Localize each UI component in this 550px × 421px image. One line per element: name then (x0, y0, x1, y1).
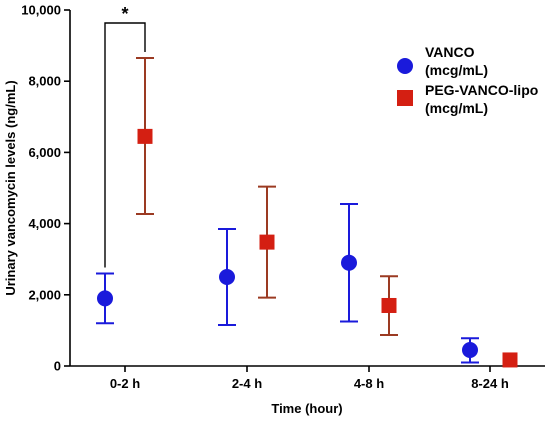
y-axis-title: Urinary vancomycin levels (ng/mL) (3, 80, 18, 295)
y-tick-label: 8,000 (28, 74, 61, 89)
axes (69, 10, 545, 367)
y-ticks: 0 2,000 4,000 6,000 8,000 10,000 (21, 3, 70, 374)
data-point-peg-vanco-lipo (259, 234, 275, 250)
legend-label-line1: PEG-VANCO-lipo (425, 82, 538, 98)
significance-bracket (104, 22, 146, 268)
data-point-vanco (462, 341, 478, 358)
legend-label-line2: (mcg/mL) (425, 100, 488, 116)
y-tick-label: 10,000 (21, 3, 61, 18)
y-tick-label: 0 (54, 359, 61, 374)
y-tick-label: 6,000 (28, 145, 61, 160)
legend-label-line1: VANCO (425, 44, 475, 60)
x-tick-label: 4-8 h (354, 376, 384, 391)
legend-symbol-vanco (397, 58, 413, 74)
x-axis-title: Time (hour) (271, 401, 342, 416)
data-markers (97, 128, 518, 368)
y-tick-label: 4,000 (28, 216, 61, 231)
data-point-vanco (341, 254, 357, 271)
y-tick-label: 2,000 (28, 287, 61, 302)
significance-annotation: * (104, 4, 146, 268)
x-tick-label: 0-2 h (110, 376, 140, 391)
x-tick-label: 2-4 h (232, 376, 262, 391)
legend: VANCO (mcg/mL) PEG-VANCO-lipo (mcg/mL) (397, 44, 538, 116)
data-point-peg-vanco-lipo (137, 128, 153, 144)
data-point-peg-vanco-lipo (502, 352, 518, 368)
legend-symbol-peg-vanco-lipo (397, 90, 413, 106)
x-ticks: 0-2 h 2-4 h 4-8 h 8-24 h (110, 366, 509, 391)
data-point-vanco (219, 269, 235, 285)
data-point-peg-vanco-lipo (381, 297, 397, 313)
data-point-vanco (97, 290, 113, 307)
significance-star: * (121, 4, 128, 24)
legend-label-line2: (mcg/mL) (425, 62, 488, 78)
error-bars (96, 57, 479, 364)
x-tick-label: 8-24 h (471, 376, 509, 391)
